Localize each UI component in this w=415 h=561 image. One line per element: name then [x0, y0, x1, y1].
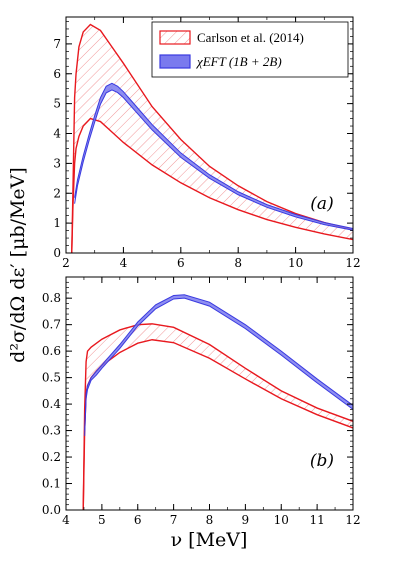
band-carlson-b [83, 323, 353, 510]
legend-label-carlson: Carlson et al. (2014) [197, 30, 304, 45]
y-tick-label: 0.7 [42, 318, 61, 332]
curve-chieft-lower-a [74, 89, 353, 231]
x-tick-label: 4 [120, 256, 128, 270]
panel-label-a: (a) [310, 194, 333, 214]
x-tick-label: 10 [288, 256, 303, 270]
plot-area-b [82, 294, 353, 510]
y-tick-label: 1 [53, 216, 61, 230]
ticks-b: 4 5 6 7 8 9 10 11 12 0.0 0.1 0.2 0.3 0.4 0.5 0.6 0.7 0.8 [42, 276, 361, 527]
x-tick-label: 5 [98, 513, 106, 527]
x-tick-label: 8 [206, 513, 214, 527]
curve-chieft-upper-a [74, 82, 353, 229]
legend: Carlson et al. (2014) χEFT (1B + 2B) [151, 21, 349, 78]
y-tick-label: 0.8 [42, 291, 61, 305]
y-tick-label: 0.1 [42, 477, 61, 491]
x-tick-label: 12 [345, 256, 360, 270]
y-tick-label: 0.6 [42, 344, 61, 358]
band-carlson-a [71, 24, 353, 253]
curve-chieft-lower-b [84, 297, 353, 436]
y-tick-label: 0.3 [42, 424, 61, 438]
legend-swatch-chieft [159, 54, 191, 69]
x-tick-label: 9 [242, 513, 250, 527]
y-tick-label: 5 [53, 97, 61, 111]
y-tick-label: 6 [53, 67, 61, 81]
panel-b: 4 5 6 7 8 9 10 11 120.00.10.20.30.40.50.60.70.8 … [42, 276, 361, 527]
x-tick-label: 10 [274, 513, 289, 527]
y-tick-label: 0.0 [42, 503, 61, 517]
curve-carlson-lower-a [71, 117, 353, 253]
y-tick-label: 2 [53, 186, 61, 200]
x-tick-label: 12 [345, 513, 360, 527]
x-tick-label: 6 [134, 513, 142, 527]
curve-chieft-upper-b [84, 294, 353, 431]
x-tick-label: 8 [234, 256, 242, 270]
band-chieft-a [74, 83, 353, 231]
curve-carlson-upper-b [82, 323, 353, 510]
curve-carlson-upper-a [71, 23, 353, 253]
x-tick-label: 6 [177, 256, 185, 270]
y-tick-label: 0.2 [42, 450, 61, 464]
plot-area-a [71, 23, 353, 253]
y-tick-label: 0.5 [42, 371, 61, 385]
y-tick-label: 3 [53, 156, 61, 170]
x-tick-label: 7 [170, 513, 178, 527]
legend-label-chieft: χEFT (1B + 2B) [195, 54, 282, 69]
y-tick-label: 0.4 [42, 397, 61, 411]
legend-swatch-carlson [159, 30, 191, 45]
y-tick-label: 7 [53, 37, 61, 51]
y-tick-label: 0 [53, 246, 61, 260]
x-tick-label: 11 [309, 513, 324, 527]
x-tick-label: 4 [62, 513, 70, 527]
panel-label-b: (b) [310, 451, 334, 471]
y-tick-label: 4 [53, 127, 61, 141]
x-axis-title: ν [MeV] [171, 529, 248, 551]
x-tick-label: 2 [62, 256, 70, 270]
y-axis-title: d²σ/dΩ dε′ [μb/MeV] [7, 167, 29, 363]
